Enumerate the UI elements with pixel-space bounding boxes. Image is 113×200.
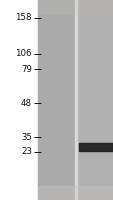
Bar (0, 0, 38, 200)
Text: 23: 23 (21, 148, 32, 156)
Bar (38, 186, 113, 200)
Text: 79: 79 (21, 64, 32, 73)
Bar (78, 143, 112, 151)
Text: 158: 158 (15, 14, 32, 22)
Bar (74, 0, 76, 200)
Bar (38, 0, 74, 200)
Bar (38, 0, 113, 14)
Text: 48: 48 (21, 98, 32, 108)
Bar (77, 0, 113, 200)
Text: 35: 35 (21, 133, 32, 142)
Text: 106: 106 (15, 49, 32, 58)
